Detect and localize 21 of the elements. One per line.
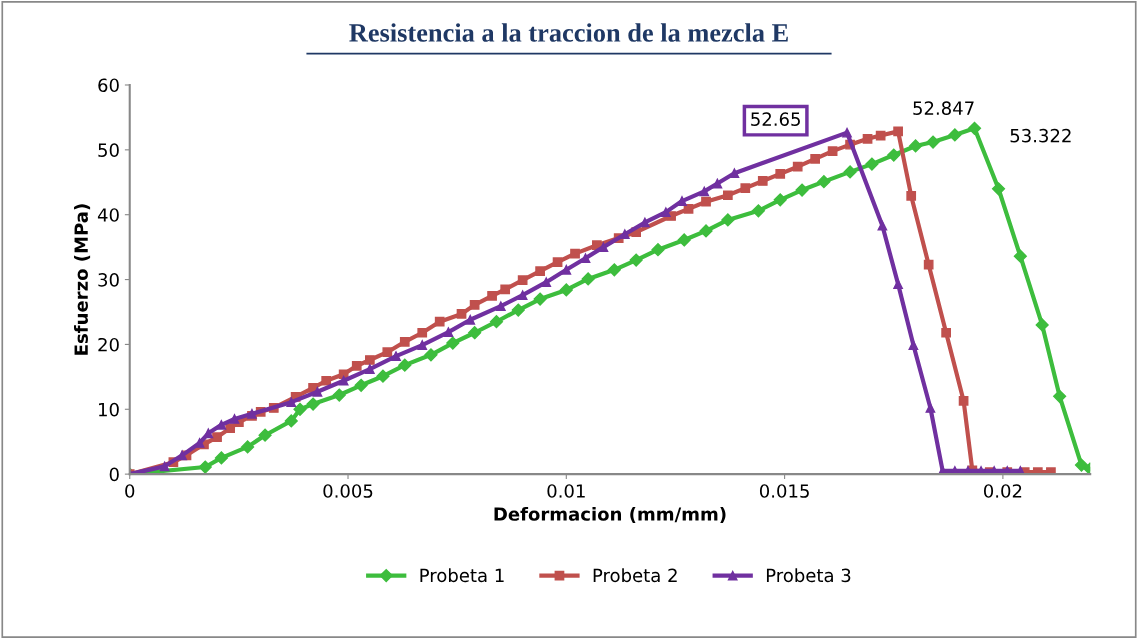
y-tick-label: 60 — [98, 78, 119, 93]
annotation: 52.65 — [751, 112, 800, 126]
legend-label: Probeta 1 — [420, 568, 504, 583]
y-tick-label: 20 — [98, 337, 119, 352]
y-tick-label: 10 — [99, 402, 119, 417]
y-tick-label: 50 — [98, 143, 119, 157]
x-tick-label: 0.015 — [759, 484, 809, 498]
x-axis-title: Deformacion (mm/mm) — [494, 506, 726, 523]
y-tick-label: 0 — [109, 467, 119, 482]
x-tick-label: 0.005 — [323, 484, 373, 498]
x-tick-label: 0 — [125, 484, 135, 498]
y-tick-label: 40 — [97, 208, 119, 222]
annotation: 53.322 — [1010, 128, 1071, 143]
y-tick-label: 30 — [98, 273, 119, 287]
annotation: 52.847 — [913, 101, 974, 115]
chart-title: Resistencia a la traccion de la mezcla E — [349, 23, 788, 42]
y-axis-title: Esfuerzo (MPa) — [74, 204, 91, 355]
legend-label: Probeta 2 — [593, 568, 677, 583]
x-tick-label: 0.02 — [983, 484, 1022, 498]
legend-label: Probeta 3 — [766, 568, 851, 583]
x-tick-label: 0.01 — [547, 484, 585, 498]
